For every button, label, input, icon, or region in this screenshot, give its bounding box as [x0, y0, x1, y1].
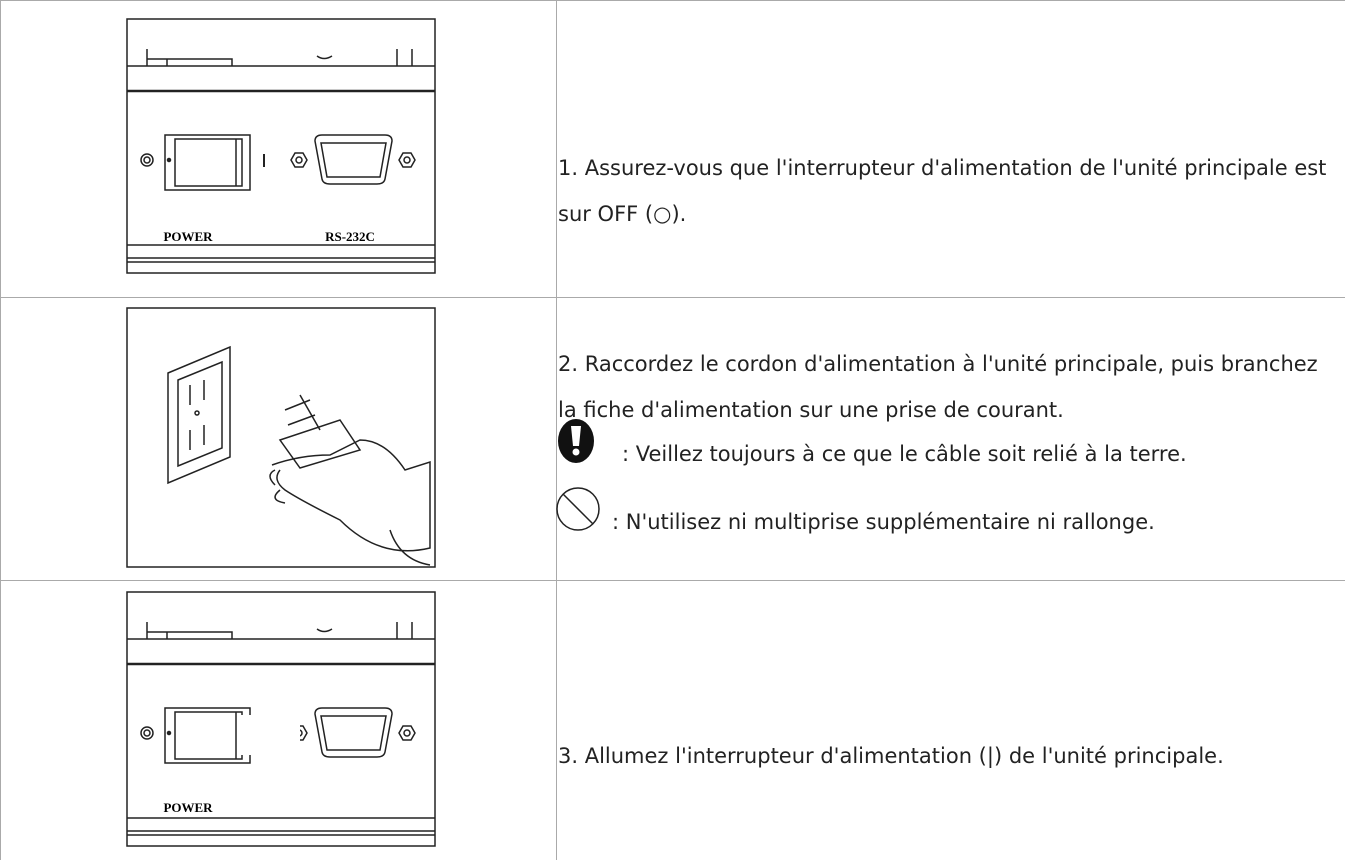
illustration-label: POWER [163, 800, 213, 815]
plug-illustration [126, 307, 436, 568]
note-text: : N'utilisez ni multiprise supplémentair… [612, 510, 1155, 534]
label-mask [240, 715, 300, 755]
note-text: : Veillez toujours à ce que le câble soi… [622, 442, 1187, 466]
step-text: 1. Assurez-vous que l'interrupteur d'ali… [558, 156, 1327, 226]
step-text: 2. Raccordez le cordon d'alimentation à … [558, 352, 1318, 422]
illustration-label: POWER [163, 229, 213, 244]
step-text: 3. Allumez l'interrupteur d'alimentation… [558, 744, 1224, 768]
prohibited-icon [556, 487, 600, 531]
mandatory-icon [558, 419, 594, 463]
illustration-label: RS-232C [325, 229, 375, 244]
